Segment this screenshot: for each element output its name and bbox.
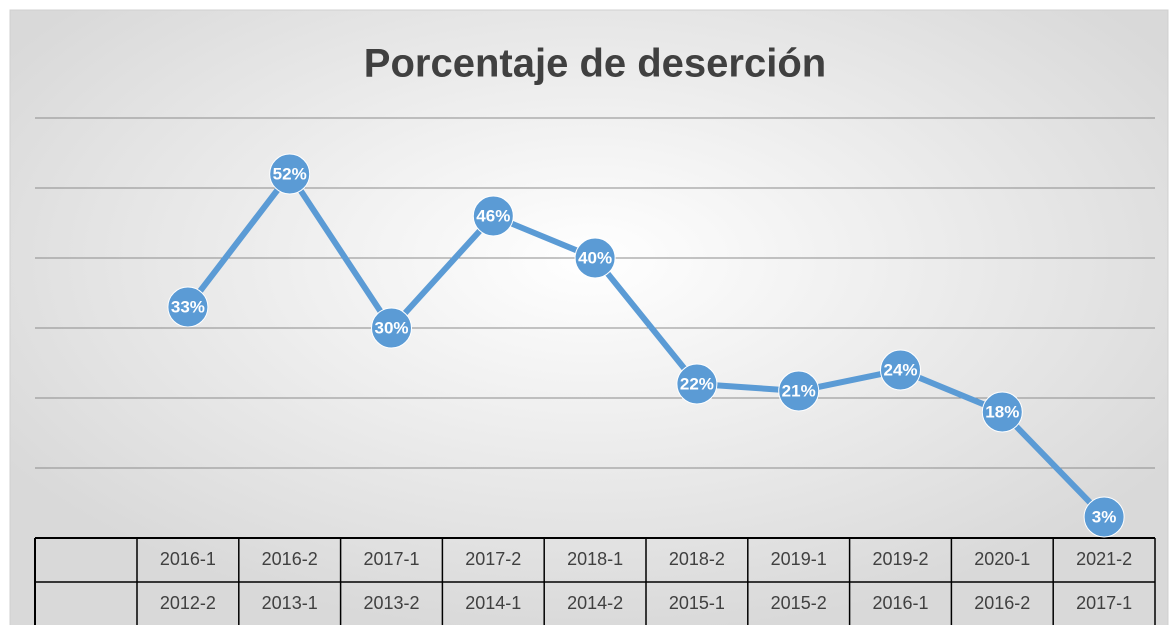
- point-marker: [574, 237, 616, 279]
- x-tick-label: 2017-1: [1076, 593, 1132, 613]
- x-tick-label: 2014-1: [465, 593, 521, 613]
- x-tick-label: 2016-1: [872, 593, 928, 613]
- point-marker: [778, 370, 820, 412]
- series-line: [185, 171, 1107, 520]
- x-tick-label: 2020-1: [974, 549, 1030, 569]
- x-tick-label: 2013-1: [262, 593, 318, 613]
- x-tick-label: 2019-1: [771, 549, 827, 569]
- data-label: 18%: [985, 402, 1019, 421]
- x-tick-label: 2013-2: [363, 593, 419, 613]
- point-marker: [269, 153, 311, 195]
- x-tick-label: 2018-2: [669, 549, 725, 569]
- x-tick-label: 2015-2: [771, 593, 827, 613]
- x-tick-label: 2014-2: [567, 593, 623, 613]
- chart-title: Porcentaje de deserción: [364, 42, 826, 86]
- data-label: 33%: [171, 297, 205, 316]
- point-marker: [167, 286, 209, 328]
- data-label: 3%: [1092, 507, 1117, 526]
- point-marker: [1083, 496, 1125, 538]
- point-marker: [676, 363, 718, 405]
- x-tick-label: 2015-1: [669, 593, 725, 613]
- data-label: 40%: [578, 248, 612, 267]
- point-marker: [472, 195, 514, 237]
- x-tick-label: 2018-1: [567, 549, 623, 569]
- x-tick-label: 2016-1: [160, 549, 216, 569]
- x-tick-label: 2016-2: [974, 593, 1030, 613]
- point-marker: [371, 307, 412, 349]
- x-tick-label: 2017-1: [363, 549, 419, 569]
- x-tick-label: 2017-2: [465, 549, 521, 569]
- point-marker: [981, 391, 1023, 433]
- data-label: 46%: [476, 206, 510, 225]
- data-label: 22%: [680, 374, 714, 393]
- x-tick-label: 2016-2: [262, 549, 318, 569]
- data-label: 24%: [883, 360, 917, 379]
- data-label: 21%: [782, 381, 816, 400]
- data-label: 30%: [374, 318, 408, 337]
- x-tick-label: 2012-2: [160, 593, 216, 613]
- x-tick-label: 2019-2: [872, 549, 928, 569]
- x-tick-label: 2021-2: [1076, 549, 1132, 569]
- data-label: 52%: [273, 164, 307, 183]
- point-marker: [880, 349, 921, 391]
